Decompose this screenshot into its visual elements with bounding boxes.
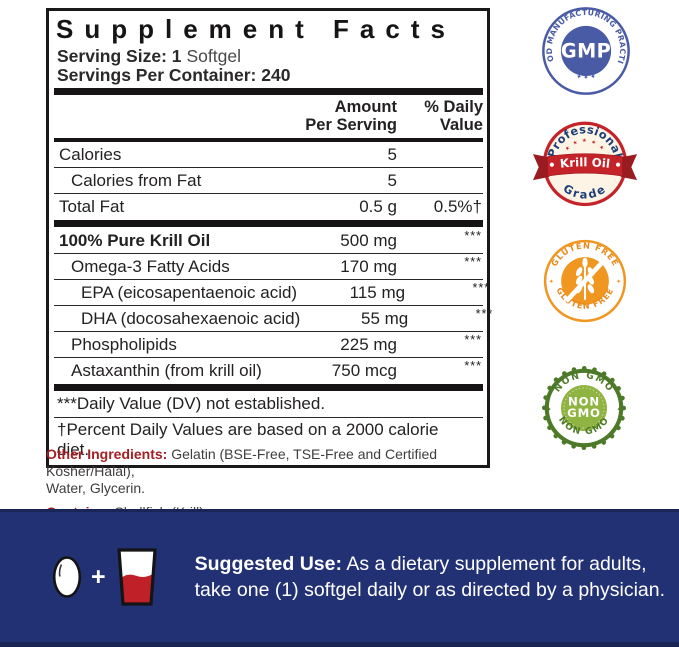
amount-header: Amount Per Serving bbox=[289, 98, 397, 134]
header-spacer bbox=[54, 99, 289, 134]
nutrient-amount: 5 bbox=[387, 145, 397, 164]
liquid bbox=[120, 574, 153, 603]
nutrient-dv bbox=[397, 142, 483, 167]
table-header: Amount Per Serving % Daily Value bbox=[54, 95, 483, 138]
ribbon-left-end bbox=[533, 154, 550, 181]
nutrient-dv: *** bbox=[464, 359, 482, 373]
krill-ribbon-text: • Krill Oil • bbox=[547, 155, 623, 172]
nongmo-center-line2: GMO bbox=[567, 406, 601, 420]
nutrient-dv: 0.5%† bbox=[433, 197, 482, 216]
table-row-krill-oil: 100% Pure Krill Oil 500 mg *** bbox=[54, 228, 483, 253]
gluten-free-badge: GLUTEN FREE GLUTEN FREE ✦ ✦ bbox=[542, 238, 628, 324]
servings-per-container-line: Servings Per Container: 240 bbox=[57, 65, 291, 85]
gluten-left-star: ✦ bbox=[549, 278, 554, 285]
non-gmo-badge-icon: NON GMO NON GMO ✦ ✦ NON GMO bbox=[541, 365, 627, 451]
panel-title: Supplement Facts bbox=[56, 14, 456, 44]
nutrient-amount: 500 mg bbox=[340, 231, 397, 250]
gmp-badge-icon: GOOD MANUFACTURING PRACTICE ✦ ✦ ✦ GMP bbox=[540, 5, 630, 95]
nutrient-amount: 115 mg bbox=[349, 283, 406, 302]
serving-size-unit: Softgel bbox=[186, 46, 241, 66]
nutrient-dv: *** bbox=[472, 281, 491, 295]
slash-icon bbox=[564, 258, 607, 303]
other-ingredients-label: Other Ingredients: bbox=[46, 446, 168, 462]
suggested-use-line2: take one (1) softgel daily or as directe… bbox=[194, 579, 666, 601]
nutrient-amount: 5 bbox=[387, 171, 397, 190]
dv-header-line2: Value bbox=[439, 115, 483, 134]
nutrient-name: Calories bbox=[59, 145, 122, 164]
nutrient-dv: *** bbox=[464, 333, 482, 347]
softgel-icon bbox=[52, 556, 82, 598]
nutrient-name: 100% Pure Krill Oil bbox=[59, 231, 211, 250]
nongmo-right-star: ✦ bbox=[616, 405, 622, 413]
nutrient-dv bbox=[397, 168, 483, 193]
footnote-percent-line1: †Percent Daily Values are based on a 200… bbox=[57, 420, 439, 439]
suggested-use-banner: + Suggested Use: As a dietary supplement… bbox=[0, 509, 679, 647]
table-row-phospholipids: Phospholipids 225 mg *** bbox=[54, 331, 483, 357]
svg-text:✦ ✦ ✦: ✦ ✦ ✦ bbox=[575, 72, 597, 82]
banner-icons: + bbox=[52, 547, 159, 607]
table-row-astaxanthin: Astaxanthin (from krill oil) 750 mcg *** bbox=[54, 357, 483, 383]
nutrient-dv: *** bbox=[475, 307, 494, 321]
divider-thick bbox=[54, 220, 483, 227]
nutrient-name: DHA (docosahexaenoic acid) bbox=[81, 309, 301, 328]
svg-text:Grade: Grade bbox=[561, 181, 609, 201]
nutrient-name: Calories from Fat bbox=[71, 171, 202, 190]
daily-value-header: % Daily Value bbox=[397, 98, 483, 134]
serving-size-label: Serving Size: 1 bbox=[57, 46, 182, 66]
nutrient-dv: *** bbox=[464, 229, 482, 243]
serving-size-line: Serving Size: 1 Softgel bbox=[54, 47, 483, 66]
other-ingredients-text: Gelatin (BSE-Free, TSE-Free and Certifie… bbox=[46, 446, 438, 479]
supplement-facts-panel: Supplement Facts Serving Size: 1 Softgel … bbox=[46, 8, 492, 468]
ribbon-band bbox=[547, 153, 623, 177]
krill-bottom-text: Grade bbox=[561, 181, 607, 201]
nutrient-name: Astaxanthin (from krill oil) bbox=[71, 361, 262, 380]
other-ingredients-line: Other Ingredients: Gelatin (BSE-Free, TS… bbox=[46, 446, 516, 497]
table-row-omega3: Omega-3 Fatty Acids 170 mg *** bbox=[54, 253, 483, 279]
footnote-daily-value: ***Daily Value (DV) not established. bbox=[57, 394, 326, 413]
gluten-free-badge-icon: GLUTEN FREE GLUTEN FREE ✦ ✦ bbox=[543, 239, 627, 323]
footnote-percent-line2: diet. bbox=[57, 440, 90, 459]
svg-text:• Krill Oil •: • Krill Oil • bbox=[547, 155, 623, 172]
amount-header-line1: Amount bbox=[334, 98, 397, 116]
gmp-badge: GOOD MANUFACTURING PRACTICE ✦ ✦ ✦ GMP bbox=[540, 5, 632, 97]
non-gmo-badge: NON GMO NON GMO ✦ ✦ NON GMO bbox=[538, 362, 630, 454]
gmp-center-text: GMP bbox=[561, 40, 611, 63]
gluten-right-star: ✦ bbox=[616, 278, 621, 285]
table-row-calories-from-fat: Calories from Fat 5 bbox=[54, 167, 483, 193]
krill-oil-grade-badge: Professional ★ ★ ★ ★ ★ • Krill Oil • Gra… bbox=[528, 120, 642, 211]
nongmo-center-line1: NON bbox=[568, 394, 600, 408]
nongmo-left-star: ✦ bbox=[546, 405, 552, 413]
nutrient-amount: 170 mg bbox=[340, 257, 397, 276]
suggested-use-text: Suggested Use: As a dietary supplement f… bbox=[195, 551, 665, 604]
krill-oil-badge-icon: Professional ★ ★ ★ ★ ★ • Krill Oil • Gra… bbox=[533, 121, 637, 207]
ribbon-right-end bbox=[620, 154, 637, 181]
table-row-calories: Calories 5 bbox=[54, 142, 483, 167]
divider-thick bbox=[54, 88, 483, 95]
gmp-stars: ✦ ✦ ✦ bbox=[575, 72, 597, 82]
divider-medium bbox=[54, 138, 483, 142]
nutrient-dv: *** bbox=[464, 255, 482, 269]
amount-header-line2: Per Serving bbox=[305, 115, 397, 134]
dv-header-line1: % Daily bbox=[424, 98, 483, 116]
nutrient-name: Omega-3 Fatty Acids bbox=[71, 257, 230, 276]
nutrient-name: Phospholipids bbox=[71, 335, 177, 354]
table-row-total-fat: Total Fat 0.5 g 0.5%† bbox=[54, 193, 483, 219]
nutrient-amount: 0.5 g bbox=[359, 197, 397, 216]
table-row-epa: EPA (eicosapentaenoic acid) 115 mg *** bbox=[54, 279, 489, 305]
plus-sign: + bbox=[91, 562, 106, 591]
nutrient-amount: 55 mg bbox=[360, 309, 409, 328]
nutrient-name: EPA (eicosapentaenoic acid) bbox=[81, 283, 298, 302]
nutrient-amount: 750 mcg bbox=[331, 361, 397, 380]
nutrient-amount: 225 mg bbox=[340, 335, 397, 354]
table-row-dha: DHA (docosahexaenoic acid) 55 mg *** bbox=[54, 305, 492, 331]
divider-thick bbox=[54, 384, 483, 391]
glass-icon bbox=[116, 548, 157, 606]
suggested-use-line1: As a dietary supplement for adults, bbox=[341, 552, 647, 575]
other-ingredients-text2: Water, Glycerin. bbox=[46, 480, 146, 496]
suggested-use-label: Suggested Use: bbox=[194, 552, 342, 575]
nutrient-name: Total Fat bbox=[59, 197, 125, 216]
footnote-percent: †Percent Daily Values are based on a 200… bbox=[54, 417, 483, 463]
